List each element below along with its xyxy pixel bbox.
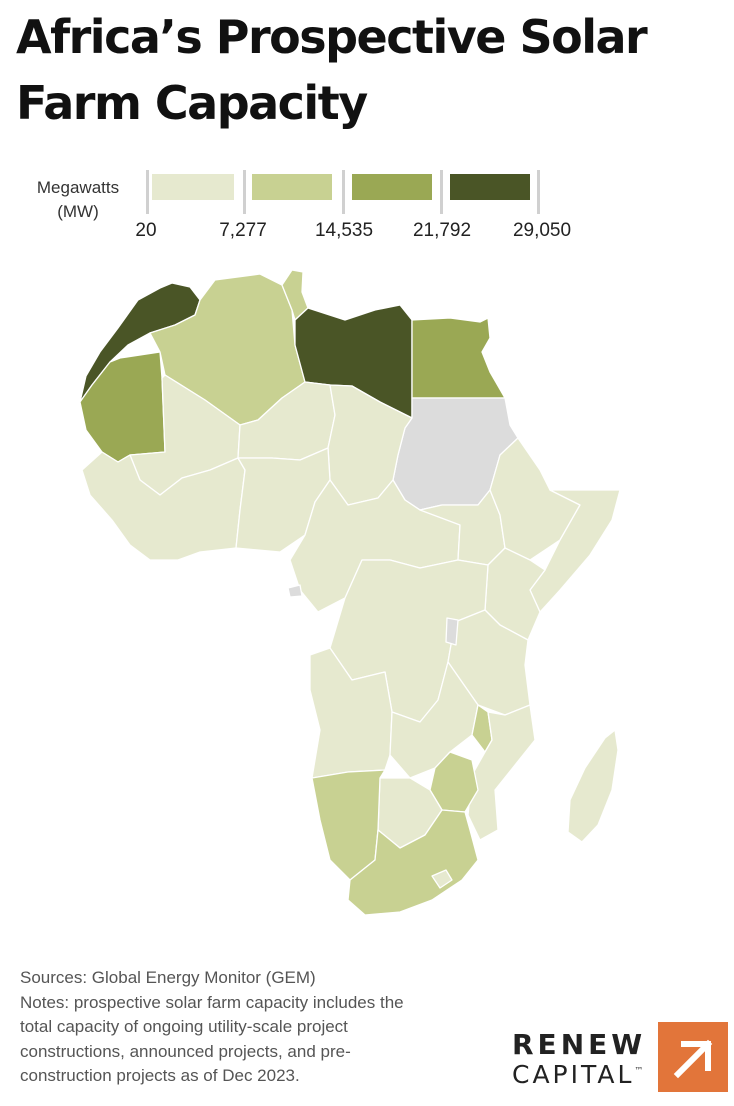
arrow-icon <box>658 1022 728 1092</box>
legend-tick-mark <box>146 170 149 214</box>
legend-tick-mark <box>440 170 443 214</box>
legend-unit-label: Megawatts (MW) <box>28 176 128 224</box>
renew-capital-logo: RENEW CAPITAL™ <box>510 1022 730 1092</box>
country-equatorial-guinea <box>287 584 303 598</box>
color-legend: 20 7,277 14,535 21,792 29,050 <box>0 0 734 250</box>
legend-tick-label: 20 <box>135 220 157 241</box>
country-rwanda-burundi <box>445 617 459 646</box>
brand-word-renew: RENEW <box>512 1028 647 1061</box>
notes-line-2: total capacity of ongoing utility-scale … <box>20 1017 348 1036</box>
footer-notes: Sources: Global Energy Monitor (GEM) Not… <box>20 966 490 1089</box>
legend-tick-mark <box>342 170 345 214</box>
country-madagascar <box>567 729 619 843</box>
country-egypt <box>411 317 506 399</box>
legend-unit-line-2: (MW) <box>57 202 99 221</box>
sources-text: Sources: Global Energy Monitor (GEM) <box>20 968 316 987</box>
map-title: Africa’s Prospective Solar Farm Capacity <box>16 4 726 136</box>
notes-line-1: Notes: prospective solar farm capacity i… <box>20 992 404 1012</box>
legend-tick-label: 14,535 <box>314 220 374 241</box>
legend-swatch-bin-1 <box>152 174 234 200</box>
legend-swatch-bin-3 <box>352 174 432 200</box>
country-lesotho <box>431 869 453 889</box>
legend-tick-label: 21,792 <box>412 220 472 241</box>
trademark-symbol: ™ <box>634 1066 647 1077</box>
brand-word-capital: CAPITAL™ <box>512 1060 646 1089</box>
country-angola <box>309 647 393 779</box>
legend-swatch-bin-2 <box>252 174 332 200</box>
legend-tick-mark <box>537 170 540 214</box>
legend-unit-line-1: Megawatts <box>36 178 120 197</box>
arrow-icon-glyph <box>673 1039 713 1079</box>
legend-tick-label: 29,050 <box>512 220 572 241</box>
country-tunisia <box>281 269 309 321</box>
legend-swatch-bin-4 <box>450 174 530 200</box>
notes-line-3: constructions, announced projects, and p… <box>20 1041 351 1061</box>
country-morocco <box>79 282 201 403</box>
legend-tick-label: 7,277 <box>219 220 267 241</box>
country-south-africa <box>347 809 479 916</box>
country-mozambique <box>467 704 536 841</box>
legend-tick-mark <box>243 170 246 214</box>
title-line-2: Farm Capacity <box>16 76 368 130</box>
africa-choropleth-map <box>79 269 621 916</box>
brand-word-capital-text: CAPITAL <box>512 1060 635 1089</box>
notes-line-4: construction projects as of Dec 2023. <box>20 1066 300 1085</box>
title-line-1: Africa’s Prospective Solar <box>16 10 648 64</box>
